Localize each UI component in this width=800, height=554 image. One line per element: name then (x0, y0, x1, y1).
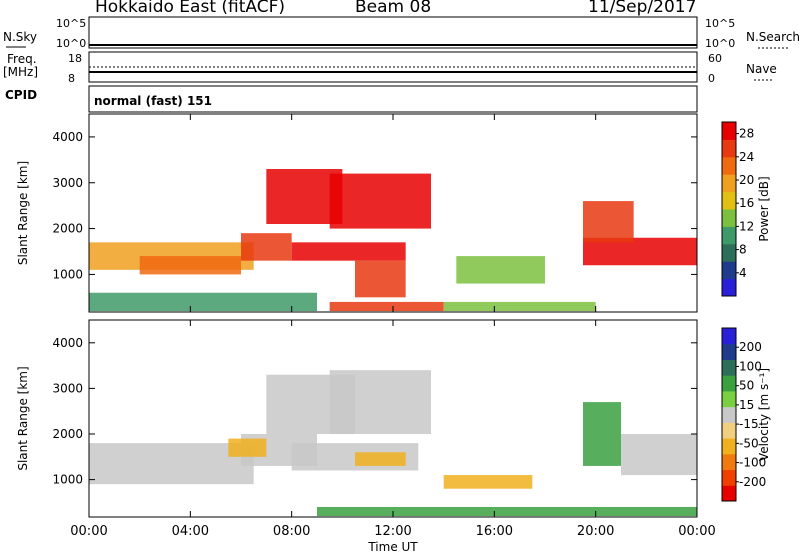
nave-label: Nave (746, 62, 777, 76)
date-label: 11/Sep/2017 (588, 0, 697, 17)
power-colorbar-segment (722, 226, 736, 245)
velocity-colorbar-segment (722, 438, 736, 455)
velocity-colorbar-segment (722, 453, 736, 471)
nave-tick-top: 60 (708, 52, 722, 65)
power-colorbar-segment (722, 278, 736, 297)
power-colorbar-segment (722, 261, 736, 280)
nsearch-tick-bottom: 10^0 (705, 37, 736, 50)
power-colorbar-frame (721, 121, 737, 297)
velocity-y-tick-label: 2000 (52, 427, 83, 441)
power-colorbar-tick-label: 20 (739, 173, 754, 187)
velocity-colorbar-tick-label: 200 (739, 340, 762, 354)
power-colorbar-tick-label: 28 (739, 127, 754, 141)
velocity-colorbar-segment (722, 328, 736, 345)
power-region (583, 201, 634, 243)
velocity-colorbar-tick-label: -50 (739, 436, 759, 450)
power-y-tick-label: 1000 (52, 267, 83, 281)
power-y-axis-label: Slant Range [km] (16, 161, 30, 265)
velocity-colorbar-segment (722, 359, 736, 376)
nsearch-tick-top: 10^5 (705, 17, 736, 30)
power-region (139, 256, 241, 275)
freq-unit: [MHz] (3, 65, 39, 79)
power-colorbar-segment (722, 243, 736, 262)
velocity-colorbar-segment (722, 343, 736, 360)
velocity-region (89, 443, 254, 485)
power-colorbar-tick-label: 12 (739, 219, 754, 233)
x-tick-label: 04:00 (172, 524, 209, 539)
velocity-colorbar-frame (721, 327, 737, 502)
power-region (355, 260, 406, 298)
velocity-region (443, 475, 533, 489)
station-title: Hokkaido East (fitACF) (95, 0, 286, 17)
x-tick-label: 16:00 (476, 524, 513, 539)
power-colorbar-segment (722, 139, 736, 158)
velocity-panel (88, 319, 739, 518)
freq-label: Freq. (7, 52, 37, 66)
velocity-colorbar-segment (722, 390, 736, 408)
x-tick-label: 00:00 (678, 524, 715, 539)
power-region (329, 301, 444, 312)
velocity-y-tick-label: 3000 (52, 381, 83, 395)
power-region (89, 292, 317, 312)
x-axis-label: Time UT (367, 540, 418, 554)
velocity-region (317, 506, 697, 517)
cpid-label: CPID (5, 88, 38, 102)
velocity-region (228, 438, 267, 457)
velocity-y-tick-label: 4000 (52, 336, 83, 350)
power-colorbar-tick-label: 8 (739, 243, 747, 257)
velocity-colorbar-label: Velocity [m s⁻¹] (757, 368, 771, 461)
power-region (443, 301, 596, 312)
velocity-colorbar-tick-label: -100 (739, 456, 766, 470)
velocity-colorbar-tick-label: -15 (739, 417, 759, 431)
velocity-y-tick-label: 1000 (52, 473, 83, 487)
nave-tick-bottom: 0 (708, 72, 715, 85)
power-colorbar-segment (722, 122, 736, 140)
nsky-strip (88, 16, 698, 49)
power-colorbar-segment (722, 191, 736, 210)
nsky-tick-top: 10^5 (56, 17, 87, 30)
freq-tick-bottom: 8 (68, 72, 75, 85)
velocity-colorbar-segment (722, 406, 736, 423)
velocity-colorbar-tick-label: 50 (739, 379, 754, 393)
power-colorbar-tick-label: 4 (739, 266, 747, 280)
power-colorbar-tick-label: 16 (739, 196, 754, 210)
velocity-colorbar-tick-label: 15 (739, 398, 754, 412)
x-tick-label: 08:00 (273, 524, 310, 539)
velocity-region (355, 452, 406, 466)
x-tick-label: 12:00 (374, 524, 411, 539)
velocity-y-axis-label: Slant Range [km] (16, 366, 30, 470)
velocity-colorbar-segment (722, 485, 736, 502)
velocity-region (583, 402, 621, 466)
velocity-region (621, 434, 697, 476)
power-colorbar-segment (722, 156, 736, 175)
beam-label: Beam 08 (355, 0, 432, 17)
power-colorbar-segment (722, 209, 736, 227)
velocity-colorbar-segment (722, 422, 736, 439)
cpid-value: normal (fast) 151 (94, 94, 212, 108)
power-colorbar-tick-label: 24 (739, 150, 754, 164)
velocity-colorbar-segment (722, 375, 736, 392)
power-region (291, 242, 406, 261)
power-y-tick-label: 4000 (52, 130, 83, 144)
power-region (329, 173, 431, 229)
velocity-colorbar-tick-label: 100 (739, 359, 762, 373)
nsky-tick-bottom: 10^0 (56, 37, 87, 50)
velocity-colorbar-tick-label: -200 (739, 475, 766, 489)
velocity-region (329, 370, 431, 435)
cpid-strip (88, 85, 698, 113)
nsearch-label: N.Search (746, 30, 800, 44)
power-region (456, 256, 545, 284)
power-colorbar-label: Power [dB] (757, 176, 771, 241)
x-tick-label: 20:00 (577, 524, 614, 539)
power-colorbar-segment (722, 174, 736, 193)
velocity-colorbar-segment (722, 469, 736, 486)
power-y-tick-label: 2000 (52, 222, 83, 236)
power-region (241, 233, 292, 261)
power-y-tick-label: 3000 (52, 176, 83, 190)
power-panel (88, 113, 739, 313)
x-tick-label: 00:00 (70, 524, 107, 539)
freq-tick-top: 18 (68, 52, 82, 65)
nsky-label: N.Sky (3, 30, 38, 44)
